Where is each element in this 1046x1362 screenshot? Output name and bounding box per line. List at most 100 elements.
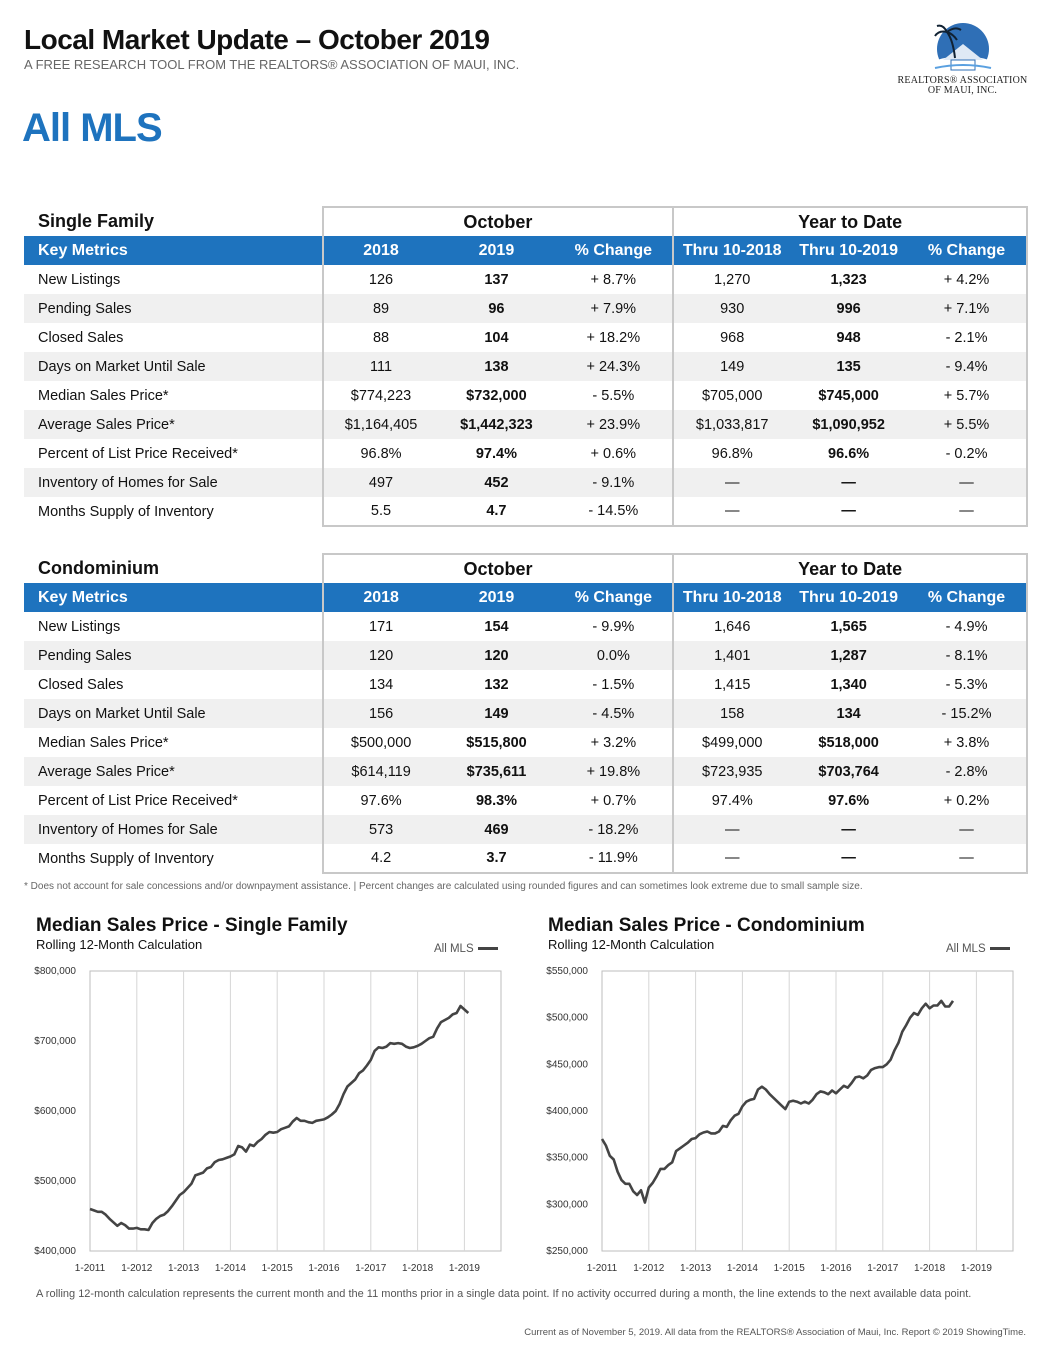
- x-tick-label: 1-2019: [961, 1263, 993, 1274]
- cell-ytd-2019: $703,764: [790, 757, 908, 786]
- cell-ytd-pct-change: —: [907, 468, 1028, 497]
- col-header-2018: 2018: [321, 583, 439, 612]
- chart-subtitle-single-family: Rolling 12-Month Calculation: [36, 937, 203, 952]
- cell-value-2019: 452: [438, 468, 555, 497]
- cell-metric-name: Percent of List Price Received*: [38, 792, 238, 809]
- cell-value-2018: $1,164,405: [321, 410, 439, 439]
- x-tick-label: 1-2011: [587, 1263, 618, 1274]
- table-row: Days on Market Until Sale 156 149- 4.5% 158…: [24, 699, 1028, 728]
- cell-ytd-2018: 1,270: [672, 265, 791, 294]
- cell-value-2018: 111: [321, 352, 439, 381]
- y-tick-label: $400,000: [546, 1106, 588, 1117]
- cell-value-2018: 120: [321, 641, 439, 670]
- cell-value-2018: 4.2: [321, 844, 439, 874]
- table-row: Days on Market Until Sale 111 138 + 24.3% 14…: [24, 352, 1028, 381]
- x-tick-label: 1-2012: [633, 1263, 665, 1274]
- x-tick-label: 1-2018: [402, 1263, 434, 1274]
- cell-ytd-pct-change: + 5.5%: [907, 410, 1028, 439]
- x-tick-label: 1-2017: [355, 1263, 387, 1274]
- x-tick-label: 1-2015: [262, 1263, 294, 1274]
- rolling-calculation-note: A rolling 12-month calculation represent…: [36, 1288, 972, 1300]
- cell-ytd-2019: 135: [790, 352, 908, 381]
- cell-value-2018: 89: [321, 294, 439, 323]
- cell-value-2018: $774,223: [321, 381, 439, 410]
- y-tick-label: $500,000: [546, 1013, 588, 1024]
- cell-metric-name: Median Sales Price*: [38, 387, 169, 404]
- table-section-title: Single Family: [38, 211, 155, 231]
- report-credit: Current as of November 5, 2019. All data…: [524, 1327, 1026, 1338]
- cell-value-2018: 497: [321, 468, 439, 497]
- table-row: Closed Sales 88 104 + 18.2% 968 948 - 2.1%: [24, 323, 1028, 352]
- cell-ytd-pct-change: —: [907, 815, 1028, 844]
- x-tick-label: 1-2014: [215, 1263, 247, 1274]
- cell-ytd-2019: 96.6%: [828, 445, 870, 462]
- cell-ytd-2018: 96.8%: [672, 439, 791, 468]
- cell-pct-change: - 9.1%: [554, 468, 674, 497]
- cell-ytd-2019: $745,000: [818, 387, 879, 404]
- x-tick-label: 1-2015: [774, 1263, 806, 1274]
- x-tick-label: 1-2017: [867, 1263, 899, 1274]
- table-row: Inventory of Homes for Sale 573 469- 18.2%…: [24, 815, 1028, 844]
- cell-pct-change: - 9.9%: [592, 618, 635, 635]
- cell-ytd-2018: $499,000: [672, 728, 791, 757]
- cell-ytd-2018: 158: [672, 699, 791, 728]
- cell-metric-name: Closed Sales: [38, 676, 124, 693]
- cell-ytd-2018: 1,415: [672, 670, 791, 699]
- table-row: New Listings 126 137 + 8.7% 1,270 1,323 + 4.2%: [24, 265, 1028, 294]
- group-header-ytd: Year to Date: [672, 553, 1028, 583]
- cell-value-2018: 97.6%: [321, 786, 439, 815]
- col-header-ytd-pct-change: % Change: [907, 583, 1028, 612]
- chart-title-condominium: Median Sales Price - Condominium: [548, 915, 865, 936]
- col-header-pct-change: % Change: [554, 583, 674, 612]
- cell-ytd-pct-change: - 9.4%: [907, 352, 1028, 381]
- table-row: Percent of List Price Received* 96.8% 97.4…: [24, 439, 1028, 468]
- cell-ytd-pct-change: - 2.8%: [907, 757, 1028, 786]
- cell-value-2019: 137: [484, 271, 509, 288]
- plot-frame: [601, 970, 1014, 1252]
- col-header-thru-2019: Thru 10-2019: [790, 236, 908, 265]
- cell-pct-change: + 0.7%: [590, 792, 637, 809]
- cell-ytd-2018: —: [672, 468, 791, 497]
- cell-ytd-2018: —: [672, 844, 791, 874]
- col-header-key-metrics: Key Metrics: [24, 236, 323, 265]
- cell-value-2018: 96.8%: [321, 439, 439, 468]
- cell-value-2018: 126: [321, 265, 439, 294]
- table-row: Closed Sales 134 132 - 1.5% 1,415 1,340 - 5.3%: [24, 670, 1028, 699]
- cell-value-2018: $500,000: [321, 728, 439, 757]
- y-tick-label: $550,000: [546, 966, 588, 977]
- area-title: All MLS: [22, 106, 163, 150]
- cell-metric-name: Closed Sales: [38, 329, 124, 346]
- cell-value-2019: 98.3%: [475, 792, 518, 809]
- cell-metric-name: Average Sales Price*: [24, 757, 323, 786]
- cell-value-2018: 573: [321, 815, 439, 844]
- median-price-single-family-chart: 1-2011 1-2012 1-2013 1-2014 1-2015 1-2016 1-20…: [34, 966, 502, 1274]
- col-header-key-metrics: Key Metrics: [24, 583, 323, 612]
- x-tick-label: 1-2016: [820, 1263, 852, 1274]
- table-row: Pending Sales 120 120 0.0% 1,401 1,287- 8.1%: [24, 641, 1028, 670]
- y-tick-label: $500,000: [34, 1176, 76, 1187]
- col-header-2019: 2019: [438, 583, 555, 612]
- group-header-month: October: [321, 553, 674, 583]
- cell-value-2019: 96: [438, 294, 555, 323]
- report-subtitle: A FREE RESEARCH TOOL FROM THE REALTORS® …: [24, 57, 520, 72]
- table-section-title: Condominium: [38, 558, 159, 578]
- x-tick-label: 1-2013: [680, 1263, 712, 1274]
- table-row: Percent of List Price Received* 97.6% 98.3…: [24, 786, 1028, 815]
- y-tick-label: $450,000: [546, 1059, 588, 1070]
- table-row: Median Sales Price* $500,000 $515,800 + 3.2…: [24, 728, 1028, 757]
- cell-value-2019: 97.4%: [475, 445, 517, 462]
- table-row: Median Sales Price* $774,223 $732,000 - 5.5…: [24, 381, 1028, 410]
- chart-subtitle-condominium: Rolling 12-Month Calculation: [548, 937, 715, 952]
- cell-value-2019: 3.7: [438, 844, 555, 874]
- cell-pct-change: + 24.3%: [554, 352, 674, 381]
- cell-ytd-pct-change: + 3.8%: [907, 728, 1028, 757]
- legend-line-swatch: [989, 947, 1010, 951]
- cell-ytd-pct-change: + 5.7%: [907, 381, 1028, 410]
- cell-value-2019: 132: [484, 676, 509, 693]
- cell-value-2019: 149: [438, 699, 555, 728]
- table-row: Pending Sales 89 96 + 7.9% 930 996 + 7.1%: [24, 294, 1028, 323]
- cell-ytd-2019: —: [790, 468, 908, 497]
- cell-value-2018: 88: [321, 323, 439, 352]
- cell-ytd-pct-change: + 7.1%: [907, 294, 1028, 323]
- single-family-table: Single Family October Year to Date Key M…: [24, 206, 1028, 527]
